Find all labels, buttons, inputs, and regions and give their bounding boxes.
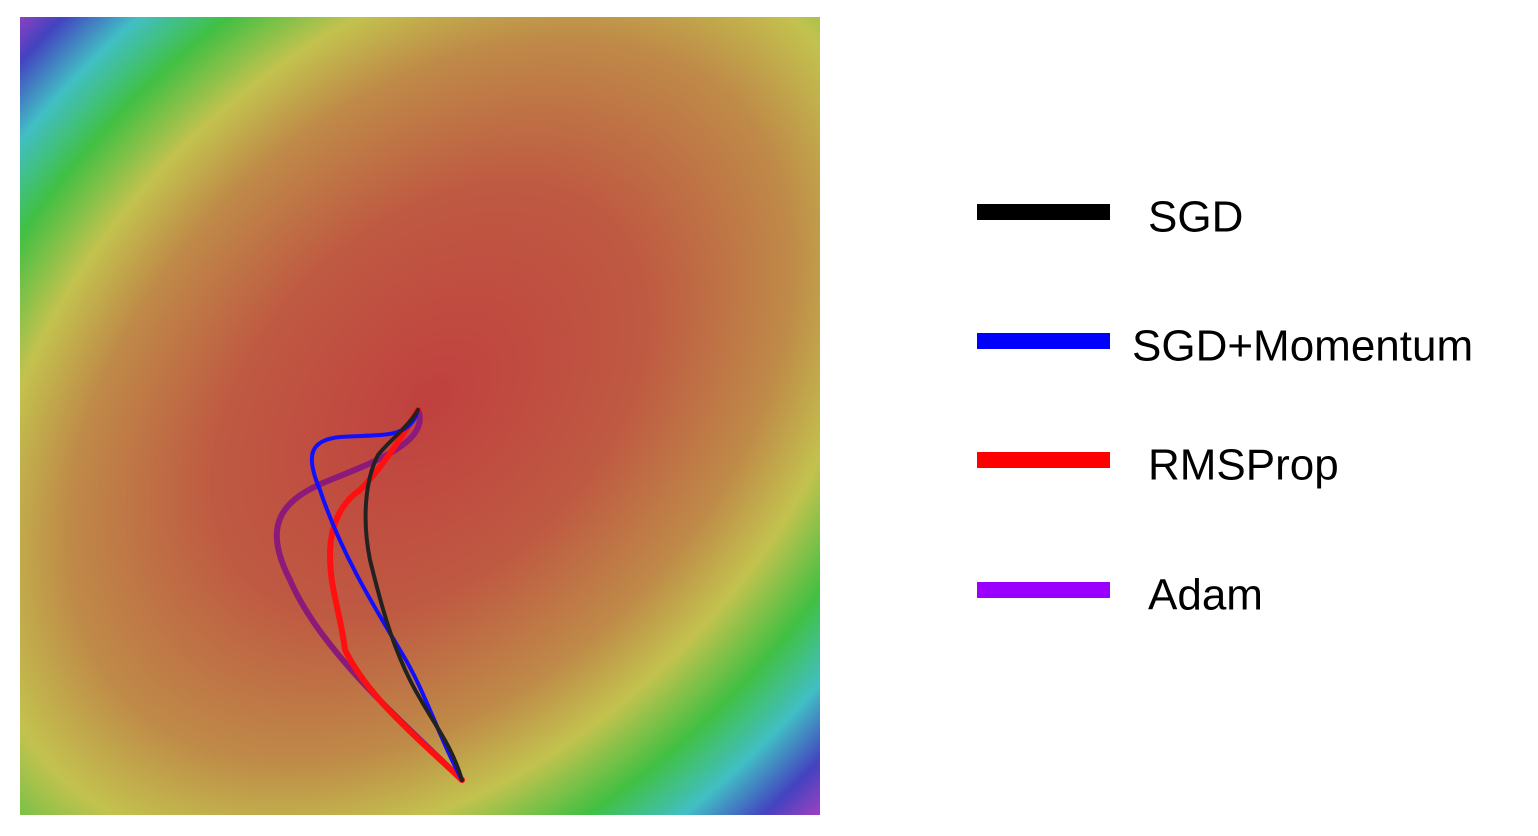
legend-label: Adam [1148,571,1263,620]
legend: SGD SGD+Momentum RMSProp Adam [977,193,1473,620]
sgd-trajectory [363,408,464,782]
legend-label: SGD [1148,193,1243,242]
legend-label: RMSProp [1148,441,1339,490]
legend-label: SGD+Momentum [1132,322,1473,371]
momentum-trajectory [309,408,464,782]
trajectories [273,407,465,783]
rmsprop-trajectory [327,407,465,783]
